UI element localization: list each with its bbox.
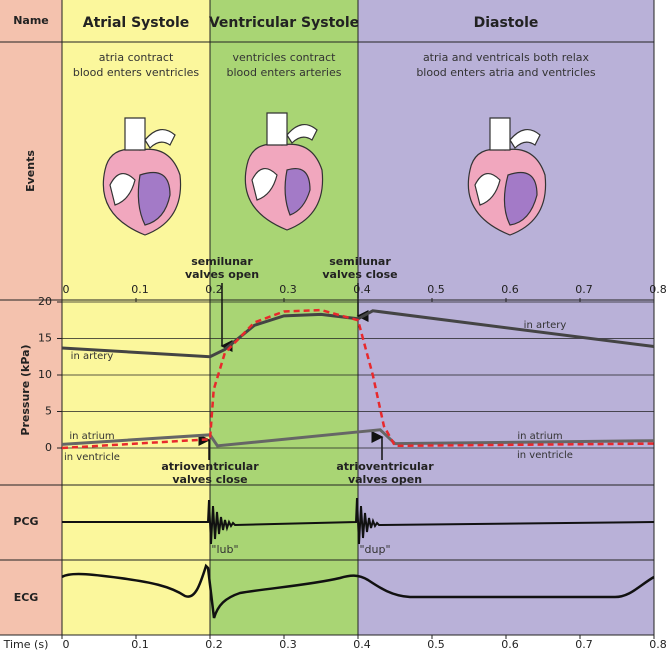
series-label: in artery <box>524 320 567 331</box>
annotation: atrioventricular <box>336 460 434 473</box>
atrial-phase-bg <box>62 0 210 654</box>
x-tick-label: 0.3 <box>279 638 297 651</box>
phase-event: blood enters atria and ventricles <box>416 66 596 79</box>
x-tick-label: 0.2 <box>205 283 223 296</box>
x-tick-label: 0.7 <box>575 283 593 296</box>
x-tick-label: 0.6 <box>501 283 519 296</box>
phase-event: blood enters ventricles <box>73 66 200 79</box>
phase-event: atria and ventricals both relax <box>423 51 590 64</box>
y-tick-label: 10 <box>38 368 52 381</box>
x-tick-label: 0.2 <box>205 638 223 651</box>
heart-icon <box>102 117 182 236</box>
axis-label: Time (s) <box>3 638 49 651</box>
series-label: in atrium <box>517 431 562 442</box>
x-tick-label: 0.5 <box>427 283 445 296</box>
x-tick-label: 0.4 <box>353 638 371 651</box>
ecg-trace <box>61 563 655 619</box>
heart-icon <box>244 112 324 231</box>
row-label: PCG <box>13 515 38 528</box>
phase-event: blood enters arteries <box>227 66 342 79</box>
series-label: in ventricle <box>517 450 573 461</box>
sound-label: "dup" <box>359 543 390 556</box>
x-tick-label: 0 <box>63 283 70 296</box>
x-tick-label: 0.5 <box>427 638 445 651</box>
annotation: valves close <box>172 473 247 486</box>
y-tick-label: 20 <box>38 295 52 308</box>
x-tick-label: 0.7 <box>575 638 593 651</box>
y-tick-label: 15 <box>38 332 52 345</box>
margin <box>654 0 671 654</box>
phase-title: Atrial Systole <box>83 15 190 31</box>
annotation: valves close <box>322 268 397 281</box>
x-tick-label: 0.1 <box>131 283 149 296</box>
series-label: in artery <box>71 351 114 362</box>
pressure-line <box>61 309 655 359</box>
phase-event: ventricles contract <box>233 51 337 64</box>
ventricular-phase-bg <box>210 0 358 654</box>
annotation: semilunar <box>329 255 391 268</box>
series-label: in atrium <box>69 431 114 442</box>
x-tick-label: 0.1 <box>131 638 149 651</box>
pressure-chart: 0 5 10 15 20 0 0 0.1 0.1 0.2 0.2 0.3 0.3 0.4 0.4 0.5 0.5… <box>38 283 667 651</box>
row-label: Events <box>24 150 37 192</box>
annotation: valves open <box>185 268 259 281</box>
phase-event: atria contract <box>99 51 174 64</box>
phase-title: Diastole <box>474 15 539 31</box>
sound-label: "lub" <box>211 543 238 556</box>
row-label: Pressure (kPa) <box>19 344 32 435</box>
time-row-bg <box>0 635 671 654</box>
row-label: ECG <box>14 591 39 604</box>
phase-title: Ventricular Systole <box>209 15 359 31</box>
x-tick-label: 0.4 <box>353 283 371 296</box>
pcg-trace <box>62 497 655 545</box>
row-label: Name <box>13 14 49 27</box>
annotation: semilunar <box>191 255 253 268</box>
x-tick-label: 0.6 <box>501 638 519 651</box>
series-label: in ventricle <box>64 452 120 463</box>
annotation: valves open <box>348 473 422 486</box>
annotation: atrioventricular <box>161 460 259 473</box>
x-tick-label: 0.3 <box>279 283 297 296</box>
label-column <box>0 0 62 654</box>
heart-icon <box>467 117 547 236</box>
x-tick-label: 0 <box>63 638 70 651</box>
y-tick-label: 5 <box>45 405 52 418</box>
x-tick-label: 0.8 <box>649 283 667 296</box>
x-tick-label: 0.8 <box>649 638 667 651</box>
y-tick-label: 0 <box>45 441 52 454</box>
